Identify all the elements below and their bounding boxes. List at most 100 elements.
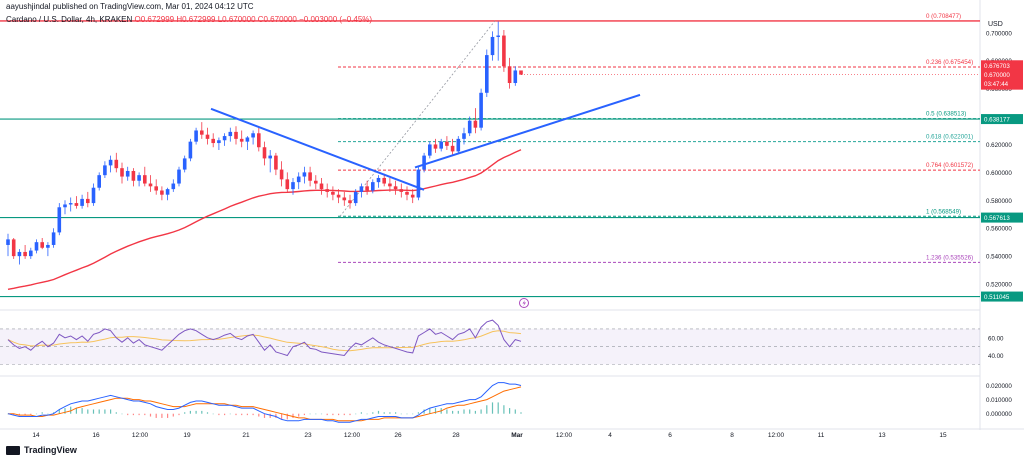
macd-hist-bar — [98, 409, 100, 414]
candle-body — [177, 169, 181, 184]
candle-body — [63, 204, 67, 208]
time-tick: 13 — [878, 432, 886, 439]
macd-hist-bar — [423, 409, 425, 414]
macd-hist-bar — [127, 413, 129, 416]
price-axis-currency: USD — [988, 21, 1003, 28]
symbol-name: Cardano / U.S. Dollar, 4h, KRAKEN — [6, 15, 133, 24]
candle-body — [251, 133, 255, 138]
macd-hist-bar — [520, 412, 522, 414]
candle-body — [359, 186, 364, 192]
publisher-line: aayushjindal published on TradingView.co… — [6, 2, 254, 11]
rsi-line — [7, 319, 522, 357]
macd-hist-bar — [155, 413, 157, 418]
macd-hist-bar — [338, 413, 340, 416]
fib-level-label: 0.236 (0.675454) — [926, 59, 973, 66]
macd-hist-bar — [514, 409, 516, 414]
macd-hist-bar — [320, 413, 323, 415]
macd-tick: 0.000000 — [986, 411, 1012, 418]
macd-hist-bar — [35, 413, 38, 415]
macd-hist-bar — [104, 409, 106, 414]
time-tick: 28 — [452, 432, 460, 439]
candle-body — [399, 189, 404, 192]
macd-hist-bar — [315, 413, 317, 415]
time-tick: 11 — [818, 432, 825, 439]
candle-body — [302, 172, 307, 177]
candle-body — [405, 191, 409, 195]
macd-hist-bar — [281, 413, 283, 420]
support-price-tag — [981, 291, 1023, 302]
candle-body — [479, 92, 483, 128]
macd-signal-line — [8, 386, 522, 422]
symbol-line: Cardano / U.S. Dollar, 4h, KRAKEN O0.672… — [6, 15, 372, 24]
macd-hist-bar — [332, 413, 334, 416]
candle-body — [348, 200, 352, 204]
candle-body — [456, 138, 461, 152]
macd-hist-bar — [480, 409, 482, 414]
rsi-tick: 60.00 — [988, 335, 1004, 342]
candle-body — [160, 190, 164, 195]
candle-body — [371, 182, 375, 191]
candle-body — [97, 175, 101, 188]
candle-body — [131, 170, 136, 181]
candle-body — [188, 141, 193, 159]
candle-body — [439, 141, 443, 149]
candle-body — [353, 191, 358, 204]
time-tick: 6 — [668, 432, 672, 439]
time-tick: 8 — [730, 432, 734, 439]
candle-body — [80, 198, 84, 206]
macd-hist-bar — [138, 413, 140, 416]
candle-body — [450, 145, 455, 152]
candle-body — [422, 155, 426, 170]
macd-hist-bar — [184, 412, 186, 414]
macd-hist-bar — [218, 413, 220, 416]
fib-level-label: 1 (0.568549) — [926, 208, 961, 215]
macd-hist-bar — [18, 413, 20, 416]
ohlc-values: O0.672999 H0.672999 L0.670000 C0.670000 … — [134, 15, 373, 24]
candle-body — [342, 197, 347, 201]
tradingview-logo[interactable]: TradingView — [6, 445, 77, 455]
macd-hist-bar — [434, 408, 437, 414]
macd-tick: 0.010000 — [986, 397, 1012, 404]
macd-hist-bar — [212, 413, 214, 415]
candle-body — [86, 198, 90, 204]
fib-level-label: 0.764 (0.601572) — [926, 162, 973, 169]
macd-hist-bar — [446, 409, 448, 414]
price-tick: 0.540000 — [986, 254, 1012, 261]
price-tick: 0.700000 — [986, 30, 1012, 37]
macd-hist-bar — [144, 413, 146, 416]
candle-body — [171, 183, 176, 190]
macd-hist-bar — [115, 412, 117, 414]
macd-hist-bar — [463, 409, 465, 414]
macd-hist-bar — [189, 410, 191, 414]
macd-hist-bar — [224, 413, 226, 416]
rsi-signal-line — [7, 330, 522, 352]
candle-body — [393, 186, 398, 190]
support-price-label: 0.511045 — [984, 294, 1010, 301]
macd-hist-bar — [30, 413, 32, 416]
candle-body — [6, 239, 10, 245]
candle-body — [365, 186, 369, 191]
candle-body — [291, 182, 295, 190]
last-price-tag-top — [981, 60, 1023, 71]
time-tick: 23 — [304, 432, 312, 439]
candle-body — [513, 70, 518, 84]
candle-body — [211, 138, 215, 144]
candle-body — [496, 35, 500, 37]
macd-hist-bar — [343, 413, 345, 416]
candle-body — [23, 251, 27, 257]
candle-body — [57, 207, 62, 233]
macd-hist-bar — [13, 413, 15, 416]
macd-hist-bar — [349, 413, 351, 416]
macd-hist-bar — [47, 413, 49, 415]
macd-hist-bar — [383, 412, 385, 414]
price-tick: 0.520000 — [986, 282, 1012, 289]
macd-hist-bar — [286, 413, 288, 420]
candle-body — [17, 251, 22, 257]
macd-hist-bar — [298, 413, 300, 417]
candle-body — [490, 36, 495, 56]
time-tick: 14 — [32, 432, 40, 439]
candle-body — [279, 169, 284, 180]
candle-body — [382, 177, 386, 184]
